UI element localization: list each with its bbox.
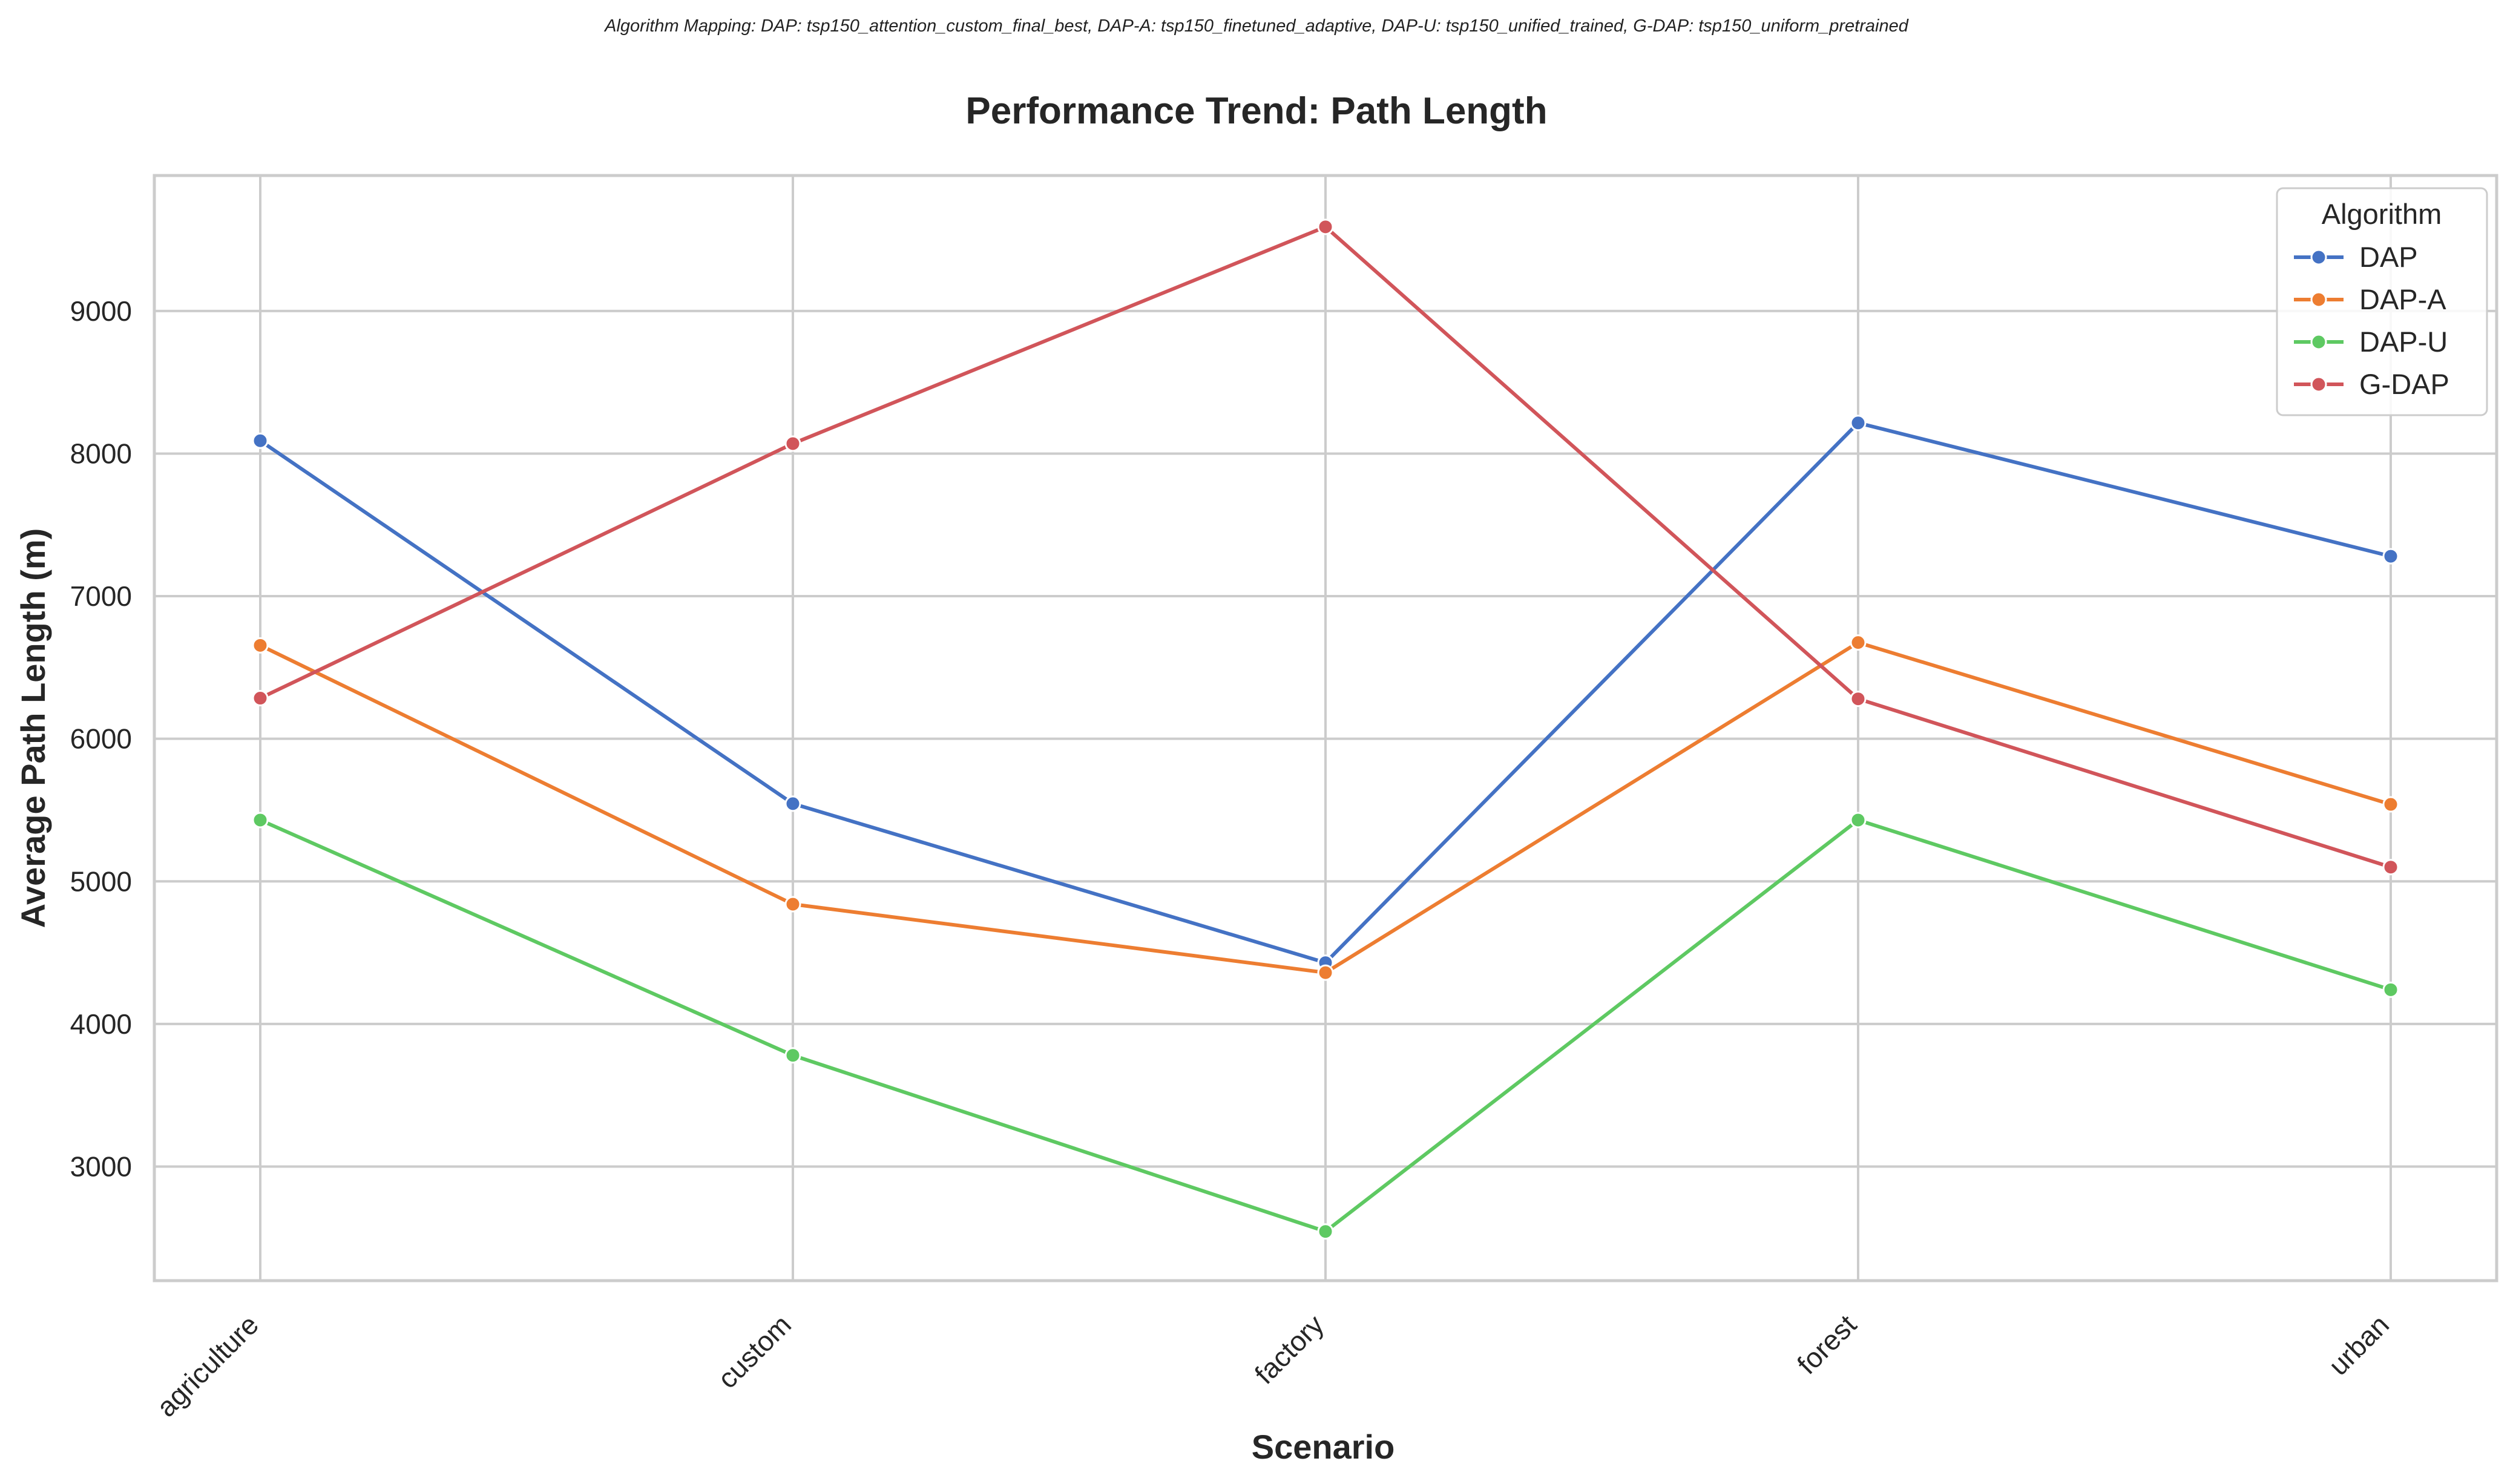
plot-area-frame bbox=[153, 174, 2498, 1282]
legend: Algorithm DAP DAP-A DAP-U G-DAP bbox=[2276, 187, 2488, 416]
y-axis-label: Average Path Length (m) bbox=[14, 528, 52, 928]
data-point bbox=[252, 637, 269, 654]
data-point bbox=[784, 896, 801, 913]
data-point bbox=[1850, 691, 1867, 708]
data-point bbox=[1317, 218, 1334, 235]
data-point bbox=[784, 1047, 801, 1064]
y-tick-label: 4000 bbox=[70, 1008, 132, 1040]
legend-label: G-DAP bbox=[2359, 368, 2449, 400]
data-point bbox=[2382, 796, 2399, 813]
legend-entries: DAP DAP-A DAP-U G-DAP bbox=[2294, 241, 2449, 400]
y-tick-label: 7000 bbox=[70, 580, 132, 612]
data-point bbox=[2382, 859, 2399, 876]
x-tick-label: forest bbox=[1791, 1308, 1862, 1380]
y-tick-label: 9000 bbox=[70, 295, 132, 327]
series-g-dap bbox=[252, 218, 2399, 876]
y-tick-labels: 3000 4000 5000 6000 7000 8000 9000 bbox=[70, 295, 132, 1183]
x-tick-label: urban bbox=[2322, 1308, 2395, 1381]
legend-label: DAP-U bbox=[2359, 326, 2448, 358]
legend-label: DAP-A bbox=[2359, 283, 2446, 315]
series-layer bbox=[252, 218, 2399, 1240]
y-tick-label: 6000 bbox=[70, 723, 132, 755]
data-point bbox=[252, 690, 269, 707]
data-point bbox=[1317, 1223, 1334, 1240]
legend-label: DAP bbox=[2359, 241, 2418, 273]
x-tick-label: agriculture bbox=[150, 1308, 264, 1423]
data-point bbox=[2382, 981, 2399, 998]
data-point bbox=[784, 435, 801, 452]
x-axis-label: Scenario bbox=[1252, 1428, 1395, 1466]
data-point bbox=[784, 795, 801, 812]
algorithm-mapping-note: Algorithm Mapping: DAP: tsp150_attention… bbox=[603, 16, 1909, 36]
legend-entry: G-DAP bbox=[2294, 368, 2449, 400]
x-tick-label: factory bbox=[1249, 1308, 1330, 1390]
y-tick-label: 8000 bbox=[70, 438, 132, 469]
y-tick-label: 3000 bbox=[70, 1151, 132, 1183]
legend-title: Algorithm bbox=[2322, 198, 2442, 230]
data-point bbox=[1850, 415, 1867, 432]
legend-marker bbox=[2310, 249, 2327, 266]
data-point bbox=[1317, 964, 1334, 981]
legend-marker bbox=[2310, 291, 2327, 308]
legend-entry: DAP-A bbox=[2294, 283, 2446, 315]
legend-entry: DAP bbox=[2294, 241, 2418, 273]
data-point bbox=[252, 432, 269, 449]
series-dap-a bbox=[252, 634, 2399, 981]
data-point bbox=[2382, 548, 2399, 565]
legend-marker bbox=[2310, 333, 2327, 350]
x-tick-labels: agriculture custom factory forest urban bbox=[150, 1308, 2395, 1423]
grid bbox=[154, 176, 2497, 1281]
data-point bbox=[1850, 812, 1867, 829]
series-dap-u bbox=[252, 812, 2399, 1240]
legend-marker bbox=[2310, 376, 2327, 393]
y-tick-label: 5000 bbox=[70, 865, 132, 897]
x-tick-label: custom bbox=[711, 1308, 797, 1394]
legend-entry: DAP-U bbox=[2294, 326, 2448, 358]
chart-title: Performance Trend: Path Length bbox=[965, 90, 1547, 132]
legend-box bbox=[2276, 187, 2488, 416]
data-point bbox=[1850, 634, 1867, 651]
data-point bbox=[252, 812, 269, 829]
